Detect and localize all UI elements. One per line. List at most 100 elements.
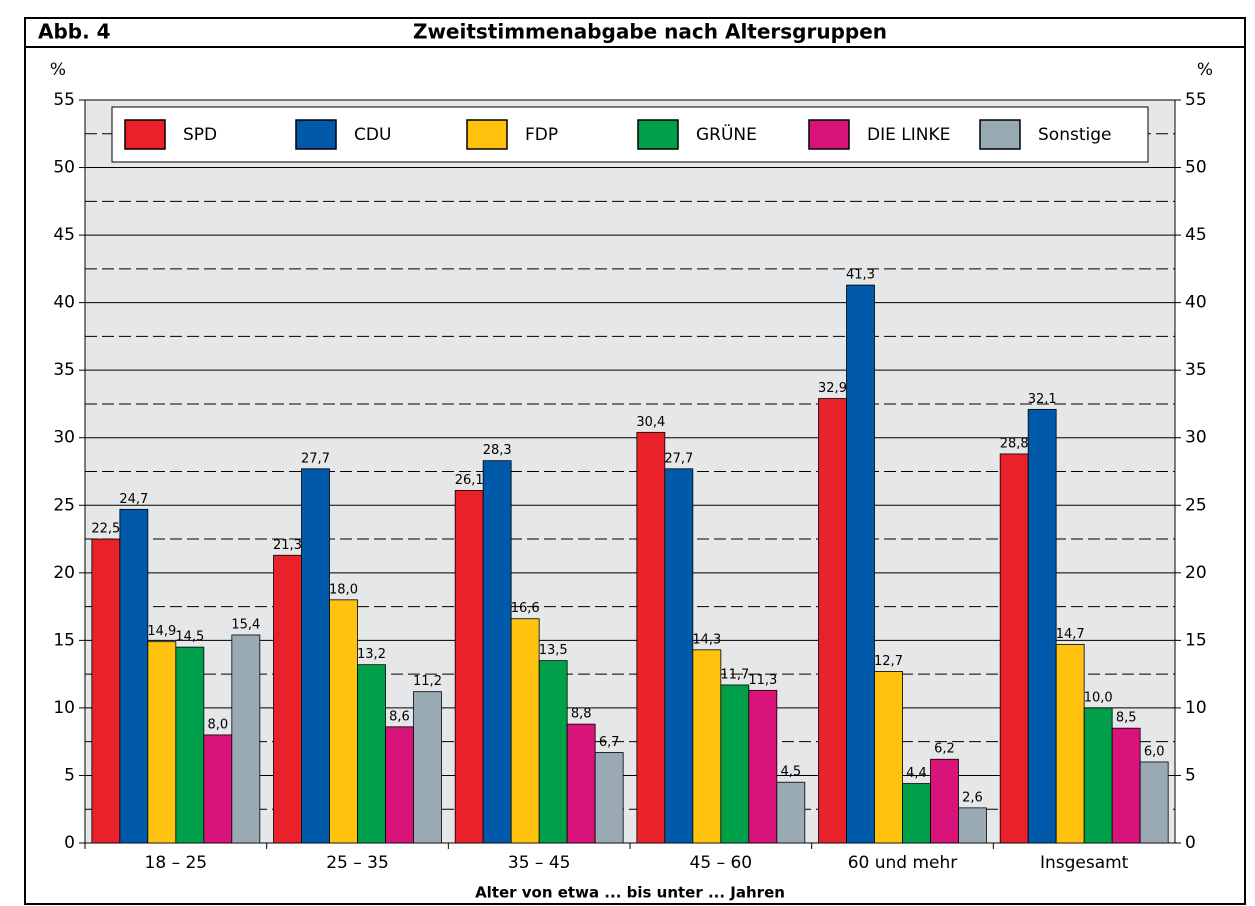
legend-label: DIE LINKE: [867, 125, 950, 145]
bar: [385, 726, 414, 844]
x-tick-label: 25 – 35: [326, 853, 389, 873]
bar: [1083, 707, 1113, 844]
y2-tick-label: 15: [1185, 630, 1207, 650]
y-tick-label: 35: [53, 360, 75, 380]
value-label: 28,3: [483, 443, 512, 458]
value-label: 14,5: [175, 630, 204, 645]
legend-label: Sonstige: [1038, 125, 1111, 145]
value-label: 30,4: [636, 415, 665, 430]
value-label: 10,0: [1084, 690, 1113, 705]
bar: [510, 618, 540, 844]
x-axis-label: Alter von etwa ... bis unter ... Jahren: [475, 884, 785, 902]
legend-swatch: [466, 119, 508, 150]
bar: [301, 468, 330, 844]
value-label: 32,9: [818, 381, 847, 396]
bar: [566, 723, 596, 844]
value-label: 11,7: [720, 667, 749, 682]
y-tick-label: 20: [53, 563, 75, 583]
value-label: 8,5: [1116, 711, 1137, 726]
value-label: 16,6: [511, 601, 540, 616]
bar: [930, 758, 959, 844]
value-label: 14,9: [147, 624, 176, 639]
value-label: 6,0: [1144, 744, 1165, 759]
legend-swatch: [124, 119, 166, 150]
value-label: 27,7: [301, 451, 330, 466]
legend-swatch: [295, 119, 337, 150]
legend-label: SPD: [183, 125, 217, 145]
legend-swatch: [979, 119, 1021, 150]
bar: [1027, 408, 1057, 844]
bar: [874, 671, 903, 844]
y2-tick-label: 25: [1185, 495, 1207, 515]
bar: [720, 684, 750, 844]
y-tick-label: 45: [53, 225, 75, 245]
y2-tick-label: 30: [1185, 428, 1207, 448]
value-label: 11,3: [748, 673, 777, 688]
bar: [329, 599, 358, 844]
y-tick-label: 15: [53, 630, 75, 650]
y2-tick-label: 50: [1185, 158, 1207, 178]
chart-title: Zweitstimmenabgabe nach Altersgruppen: [413, 20, 887, 44]
value-label: 6,2: [934, 742, 955, 757]
value-label: 13,2: [357, 647, 386, 662]
bar: [147, 641, 177, 844]
bar: [482, 460, 512, 844]
value-label: 22,5: [91, 522, 120, 537]
y-tick-label: 25: [53, 495, 75, 515]
y2-unit: %: [1197, 60, 1213, 80]
bar: [91, 538, 121, 844]
value-label: 27,7: [664, 451, 693, 466]
bar: [119, 508, 149, 844]
x-tick-label: Insgesamt: [1040, 853, 1129, 873]
bar: [999, 453, 1029, 844]
value-label: 41,3: [846, 268, 875, 283]
value-label: 14,7: [1056, 627, 1085, 642]
bar: [1139, 761, 1169, 844]
x-tick-label: 60 und mehr: [848, 853, 958, 873]
legend-box: [111, 106, 1149, 163]
figure-label: Abb. 4: [38, 20, 111, 44]
x-tick-label: 18 – 25: [145, 853, 208, 873]
bar: [1111, 727, 1141, 844]
bar: [748, 689, 778, 844]
bar: [818, 398, 847, 844]
value-label: 4,5: [780, 765, 801, 780]
y2-tick-label: 55: [1185, 90, 1207, 110]
bar: [664, 468, 694, 844]
value-label: 14,3: [692, 632, 721, 647]
x-tick-label: 45 – 60: [690, 853, 753, 873]
bar: [958, 807, 987, 844]
value-label: 13,5: [539, 643, 568, 658]
value-label: 12,7: [874, 654, 903, 669]
bar: [846, 284, 875, 844]
bar: [413, 691, 442, 844]
y2-tick-label: 20: [1185, 563, 1207, 583]
legend-label: FDP: [525, 125, 558, 145]
value-label: 2,6: [962, 790, 983, 805]
bar: [454, 490, 484, 844]
value-label: 4,4: [906, 766, 927, 781]
legend-label: CDU: [354, 125, 391, 145]
y2-tick-label: 0: [1185, 833, 1196, 853]
value-label: 8,6: [389, 709, 410, 724]
value-label: 32,1: [1028, 392, 1057, 407]
y-tick-label: 30: [53, 428, 75, 448]
y2-tick-label: 40: [1185, 293, 1207, 313]
y-tick-label: 50: [53, 158, 75, 178]
x-tick-label: 35 – 45: [508, 853, 571, 873]
bar: [1055, 644, 1085, 844]
bar: [357, 664, 386, 844]
bar: [273, 554, 302, 844]
y-tick-label: 10: [53, 698, 75, 718]
value-label: 15,4: [231, 617, 260, 632]
bar: [538, 660, 568, 844]
y-tick-label: 40: [53, 293, 75, 313]
bar: [175, 646, 205, 844]
y2-tick-label: 45: [1185, 225, 1207, 245]
value-label: 6,7: [599, 735, 620, 750]
legend-swatch: [637, 119, 679, 150]
y2-tick-label: 35: [1185, 360, 1207, 380]
value-label: 18,0: [329, 582, 358, 597]
legend-swatch: [808, 119, 850, 150]
